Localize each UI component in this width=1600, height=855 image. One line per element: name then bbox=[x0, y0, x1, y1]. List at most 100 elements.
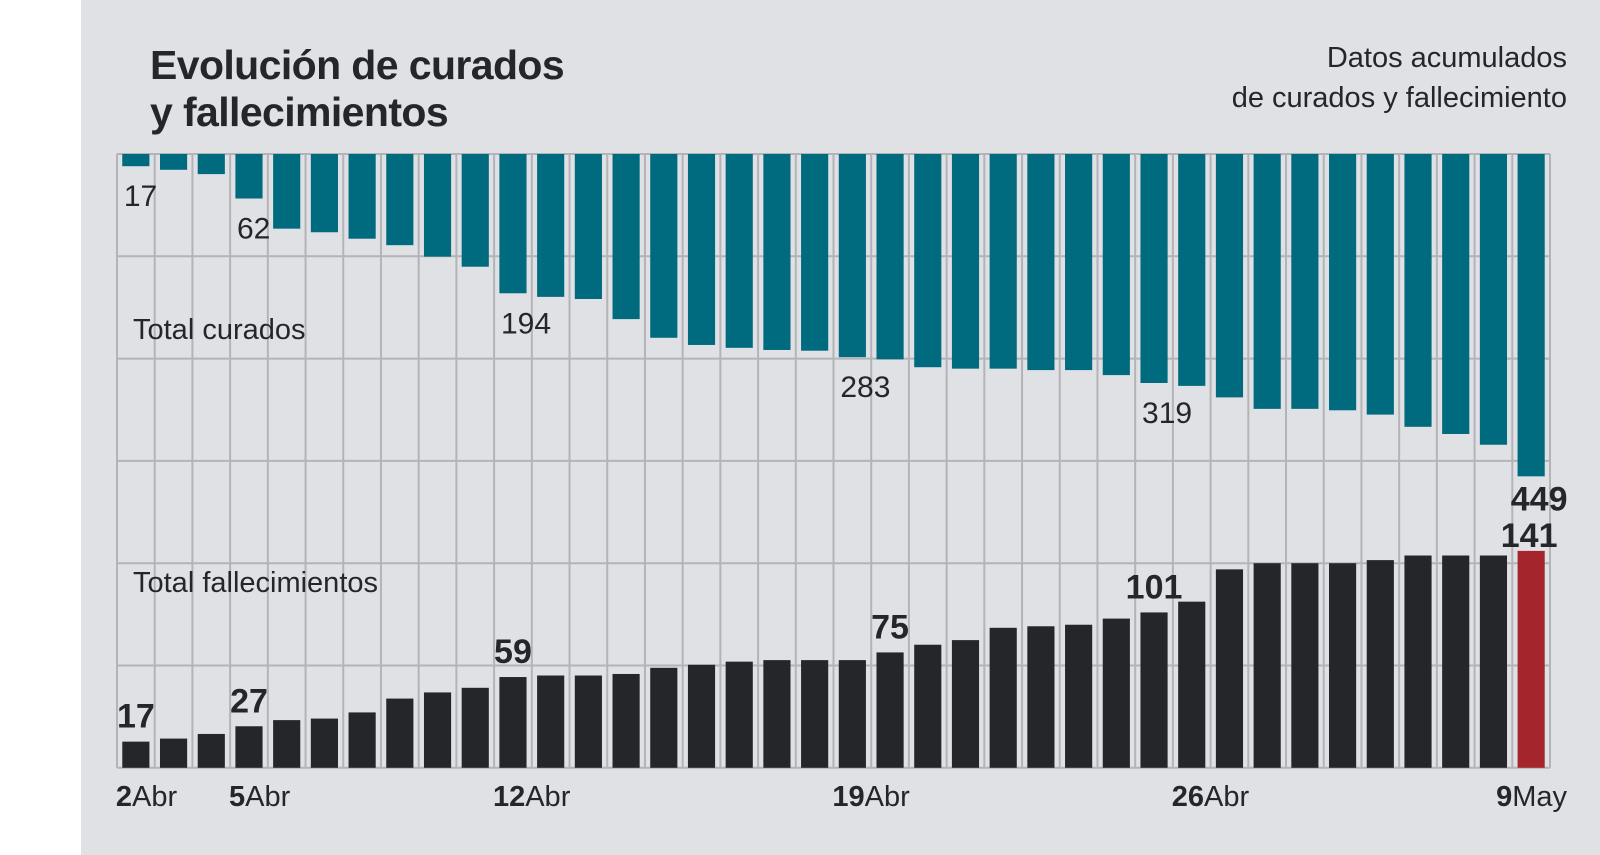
chart-subtitle-line-1: Datos acumulados bbox=[1326, 42, 1567, 74]
bar-curados bbox=[1517, 154, 1545, 477]
bar-curados bbox=[159, 154, 188, 170]
bar-curados bbox=[914, 154, 942, 368]
bar-fallecimientos bbox=[612, 673, 640, 768]
bar-curados bbox=[1102, 154, 1130, 376]
bar-fallecimientos bbox=[386, 698, 414, 768]
x-tick-label: 2Abr bbox=[116, 781, 178, 813]
bar-fallecimientos bbox=[1027, 626, 1055, 768]
bar-fallecimientos bbox=[499, 677, 527, 768]
data-label-fallecimientos: 17 bbox=[117, 698, 155, 736]
bar-fallecimientos bbox=[989, 627, 1017, 768]
bar-curados bbox=[687, 154, 716, 345]
bar-curados bbox=[122, 154, 150, 167]
chart-subtitle: Datos acumulados de curados y fallecimie… bbox=[1232, 38, 1567, 118]
bar-fallecimientos bbox=[273, 720, 301, 768]
bar-fallecimientos bbox=[1102, 618, 1130, 768]
data-label-fallecimientos: 75 bbox=[871, 608, 909, 646]
bar-curados bbox=[1366, 154, 1394, 415]
bar-curados bbox=[235, 154, 263, 199]
bar-fallecimientos bbox=[1065, 624, 1093, 768]
bar-curados bbox=[1479, 154, 1508, 445]
x-tick-month: May bbox=[1512, 781, 1567, 813]
bar-fallecimientos bbox=[763, 660, 791, 768]
bar-fallecimientos bbox=[1366, 560, 1394, 768]
x-tick-month: Abr bbox=[245, 781, 290, 813]
bar-fallecimientos bbox=[1178, 601, 1206, 768]
bar-fallecimientos bbox=[159, 738, 188, 768]
x-tick-day: 5 bbox=[229, 781, 245, 813]
x-tick-label: 9May bbox=[1496, 781, 1567, 813]
x-tick-label: 5Abr bbox=[229, 781, 291, 813]
data-label-curados: 319 bbox=[1142, 397, 1192, 430]
bar-curados bbox=[1329, 154, 1357, 411]
bar-curados bbox=[273, 154, 301, 229]
bar-curados bbox=[1065, 154, 1093, 371]
bar-fallecimientos bbox=[1404, 555, 1432, 768]
bar-fallecimientos bbox=[235, 726, 263, 768]
chart-title-line-1: Evolución de curados bbox=[150, 42, 565, 88]
bar-fallecimientos bbox=[1140, 612, 1168, 768]
data-label-fallecimientos: 101 bbox=[1126, 568, 1183, 606]
bar-fallecimientos bbox=[1291, 563, 1319, 768]
bar-curados bbox=[650, 154, 678, 338]
x-tick-month: Abr bbox=[865, 781, 910, 813]
x-tick-month: Abr bbox=[132, 781, 177, 813]
bar-curados bbox=[801, 154, 829, 351]
data-label-curados: 449 bbox=[1511, 480, 1568, 518]
bar-curados bbox=[423, 154, 452, 257]
series-label-fallecimientos: Total fallecimientos bbox=[133, 567, 378, 599]
bar-curados bbox=[1215, 154, 1244, 398]
bar-fallecimientos bbox=[1479, 555, 1508, 768]
bar-curados bbox=[1178, 154, 1206, 386]
x-tick-day: 26 bbox=[1172, 781, 1204, 813]
bar-curados bbox=[1404, 154, 1432, 427]
bar-curados bbox=[1140, 154, 1168, 384]
bar-curados bbox=[574, 154, 602, 300]
bar-curados bbox=[838, 154, 866, 358]
series-label-curados: Total curados bbox=[133, 314, 306, 346]
bar-fallecimientos bbox=[537, 675, 565, 768]
bar-curados bbox=[1027, 154, 1055, 371]
chart-title: Evolución de curados y fallecimientos bbox=[150, 42, 565, 136]
bar-fallecimientos bbox=[951, 640, 980, 768]
bar-fallecimientos bbox=[122, 741, 150, 768]
bar-curados bbox=[1291, 154, 1319, 409]
bar-curados bbox=[876, 154, 904, 360]
bar-fallecimientos bbox=[461, 687, 489, 768]
x-tick-label: 19Abr bbox=[832, 781, 910, 813]
bar-fallecimientos bbox=[687, 664, 716, 768]
bar-fallecimientos bbox=[423, 692, 452, 768]
bar-curados bbox=[725, 154, 753, 348]
bar-fallecimientos bbox=[310, 718, 338, 768]
chart-title-line-2: y fallecimientos bbox=[150, 89, 449, 135]
bar-curados bbox=[1253, 154, 1281, 409]
bar-fallecimientos bbox=[1253, 563, 1281, 768]
chart-subtitle-line-2: de curados y fallecimiento bbox=[1231, 82, 1567, 114]
data-label-fallecimientos: 59 bbox=[494, 633, 532, 671]
bar-curados bbox=[348, 154, 376, 239]
x-tick-month: Abr bbox=[525, 781, 570, 813]
bar-fallecimientos bbox=[650, 667, 678, 768]
x-tick-day: 19 bbox=[832, 781, 864, 813]
bar-fallecimientos bbox=[1215, 569, 1244, 768]
bar-curados bbox=[1442, 154, 1470, 434]
bar-fallecimientos bbox=[348, 712, 376, 768]
bar-curados bbox=[537, 154, 565, 297]
x-tick-day: 9 bbox=[1496, 781, 1512, 813]
bar-curados bbox=[951, 154, 980, 369]
bar-curados bbox=[763, 154, 791, 350]
x-tick-month: Abr bbox=[1204, 781, 1249, 813]
bar-curados bbox=[461, 154, 489, 267]
bar-curados bbox=[989, 154, 1017, 369]
bar-fallecimientos bbox=[801, 660, 829, 768]
bar-fallecimientos bbox=[574, 675, 602, 768]
data-label-fallecimientos: 141 bbox=[1501, 517, 1558, 555]
x-tick-label: 12Abr bbox=[493, 781, 571, 813]
data-label-curados: 17 bbox=[124, 180, 157, 213]
bar-fallecimientos bbox=[876, 652, 904, 768]
x-tick-label: 26Abr bbox=[1172, 781, 1250, 813]
bar-fallecimientos bbox=[1329, 563, 1357, 768]
x-tick-day: 12 bbox=[493, 781, 525, 813]
data-label-curados: 62 bbox=[237, 213, 270, 246]
